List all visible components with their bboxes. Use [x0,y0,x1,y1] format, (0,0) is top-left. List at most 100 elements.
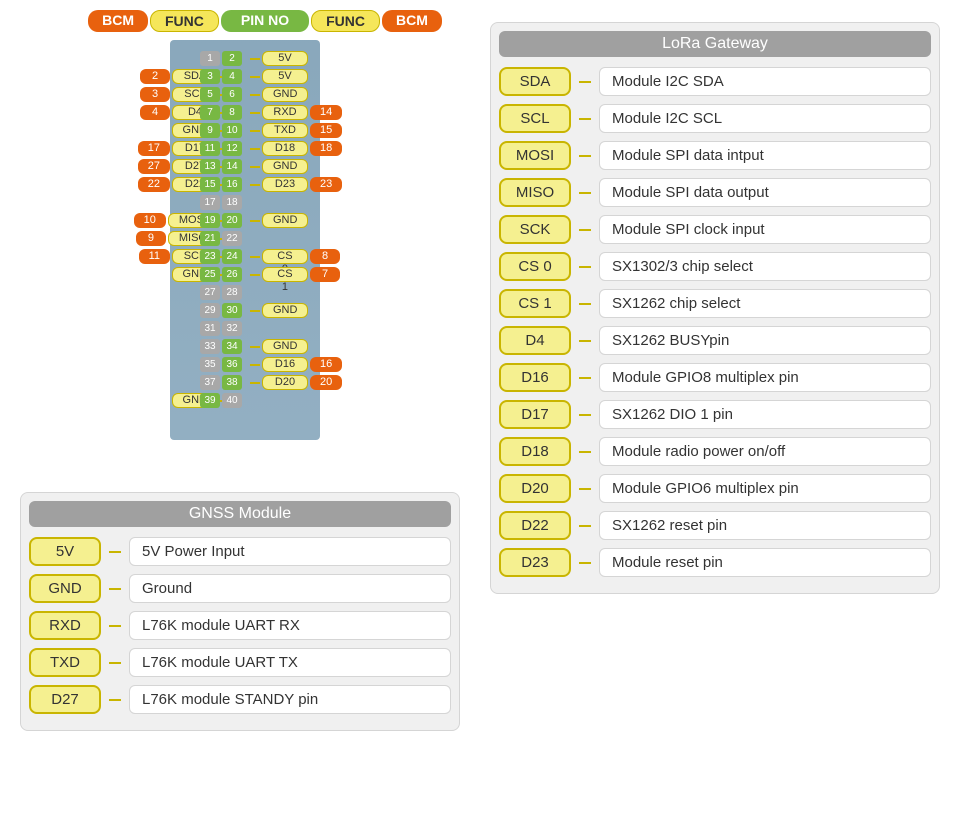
legend-description: SX1302/3 chip select [599,252,931,281]
legend-connector [579,414,591,416]
header-func-left: FUNC [150,10,219,32]
pin-row: 125V [200,50,280,67]
legend-description: Module radio power on/off [599,437,931,466]
func-label: RXD [262,105,308,120]
bcm-label: 10 [134,213,166,228]
pin-number: 22 [222,231,242,246]
pin-number: 15 [200,177,220,192]
pin-number: 38 [222,375,242,390]
legend-description: Module SPI clock input [599,215,931,244]
legend-row: D16 Module GPIO8 multiplex pin [499,363,931,392]
legend-row: 5V 5V Power Input [29,537,451,566]
legend-pin-label: SDA [499,67,571,96]
bcm-label: 9 [136,231,166,246]
func-label: GND [262,339,308,354]
legend-row: SDA Module I2C SDA [499,67,931,96]
func-label: CS 0 [262,249,308,264]
pin-row: 27D271314GND [200,158,280,175]
bcm-label: 17 [138,141,170,156]
lora-title: LoRa Gateway [499,31,931,57]
legend-row: TXD L76K module UART TX [29,648,451,677]
pin-number: 37 [200,375,220,390]
pin-number: 27 [200,285,220,300]
pin-number: 40 [222,393,242,408]
pin-row: 22D221516D2323 [200,176,280,193]
pin-number: 6 [222,87,242,102]
legend-description: SX1262 DIO 1 pin [599,400,931,429]
header-func-right: FUNC [311,10,380,32]
pin-number: 19 [200,213,220,228]
legend-description: Module I2C SCL [599,104,931,133]
func-label: TXD [262,123,308,138]
legend-description: Module SPI data intput [599,141,931,170]
pin-row: 10MOSI1920GND [200,212,280,229]
legend-pin-label: D4 [499,326,571,355]
pin-number: 21 [200,231,220,246]
pin-number: 18 [222,195,242,210]
legend-pin-label: D16 [499,363,571,392]
legend-row: CS 0 SX1302/3 chip select [499,252,931,281]
legend-description: L76K module UART RX [129,611,451,640]
pin-number: 14 [222,159,242,174]
pin-number: 17 [200,195,220,210]
legend-description: L76K module STANDY pin [129,685,451,714]
bcm-label: 4 [140,105,170,120]
pin-row: 9MISO2122 [200,230,280,247]
func-label: D16 [262,357,308,372]
pin-number: 16 [222,177,242,192]
pin-row: 3334GND [200,338,280,355]
pin-number: 28 [222,285,242,300]
legend-connector [579,266,591,268]
legend-row: D23 Module reset pin [499,548,931,577]
legend-row: D17 SX1262 DIO 1 pin [499,400,931,429]
pin-number: 29 [200,303,220,318]
legend-description: SX1262 reset pin [599,511,931,540]
pin-number: 33 [200,339,220,354]
legend-connector [579,488,591,490]
pin-number: 9 [200,123,220,138]
legend-description: SX1262 chip select [599,289,931,318]
legend-row: D22 SX1262 reset pin [499,511,931,540]
legend-pin-label: D23 [499,548,571,577]
pin-number: 4 [222,69,242,84]
legend-connector [109,699,121,701]
pin-number: 23 [200,249,220,264]
pin-number: 8 [222,105,242,120]
gnss-title: GNSS Module [29,501,451,527]
legend-description: L76K module UART TX [129,648,451,677]
legend-pin-label: MOSI [499,141,571,170]
legend-connector [579,155,591,157]
legend-pin-label: GND [29,574,101,603]
bcm-label: 8 [310,249,340,264]
pin-row: 2728 [200,284,280,301]
header-bcm-right: BCM [382,10,442,32]
header-bcm-left: BCM [88,10,148,32]
legend-description: Module GPIO6 multiplex pin [599,474,931,503]
func-label: CS 1 [262,267,308,282]
pin-number: 25 [200,267,220,282]
pin-number: 20 [222,213,242,228]
legend-connector [579,525,591,527]
pin-number: 39 [200,393,220,408]
legend-description: Module reset pin [599,548,931,577]
pin-row: 3132 [200,320,280,337]
bcm-label: 14 [310,105,342,120]
legend-pin-label: D17 [499,400,571,429]
bcm-label: 3 [140,87,170,102]
pin-number: 2 [222,51,242,66]
bcm-label: 2 [140,69,170,84]
legend-row: CS 1 SX1262 chip select [499,289,931,318]
pin-number: 13 [200,159,220,174]
legend-description: Module GPIO8 multiplex pin [599,363,931,392]
pin-row: GND3940 [200,392,280,409]
legend-pin-label: SCL [499,104,571,133]
lora-gateway-box: LoRa Gateway SDA Module I2C SDA SCL Modu… [490,22,940,594]
pin-number: 11 [200,141,220,156]
legend-row: D18 Module radio power on/off [499,437,931,466]
func-label: GND [262,213,308,228]
legend-connector [579,562,591,564]
header-pin: PIN NO [221,10,309,32]
pin-row: 4D478RXD14 [200,104,280,121]
legend-row: MISO Module SPI data output [499,178,931,207]
legend-pin-label: TXD [29,648,101,677]
